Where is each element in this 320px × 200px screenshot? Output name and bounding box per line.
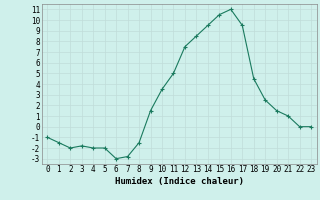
X-axis label: Humidex (Indice chaleur): Humidex (Indice chaleur) (115, 177, 244, 186)
